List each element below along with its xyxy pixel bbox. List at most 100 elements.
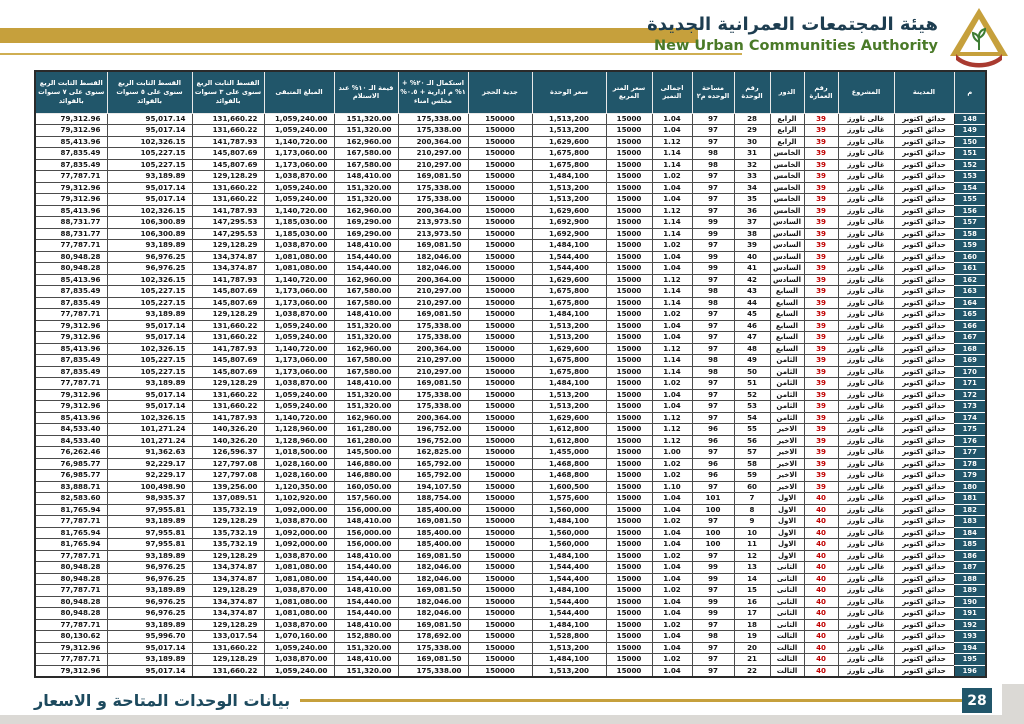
cell: 17 [733, 607, 771, 620]
cell: 1,173,060.00 [263, 147, 335, 160]
cell: 1,092,000.00 [263, 503, 335, 516]
table-row: 162 حدائق اكتوبر غالى تاورز 39 السادس 42 97 1.1… [34, 273, 987, 286]
cell: 1.14 [651, 296, 693, 309]
header-gold-bar [0, 28, 698, 43]
cell: 40 [803, 630, 839, 643]
cell: غالى تاورز [837, 112, 895, 125]
cell: 29 [733, 124, 771, 137]
cell: 80,948.28 [34, 561, 108, 574]
cell: 97 [691, 480, 735, 493]
cell: 28 [733, 112, 771, 125]
cell: 150000 [467, 457, 533, 470]
cell: حدائق اكتوبر [893, 285, 955, 298]
cell: الاول [769, 549, 805, 562]
cell: 15000 [605, 365, 653, 378]
cell: 186 [953, 549, 987, 562]
cell: 105,227.15 [106, 354, 193, 367]
cell: 1.04 [651, 607, 693, 620]
cell: حدائق اكتوبر [893, 653, 955, 666]
cell: 97 [691, 400, 735, 413]
cell: 39 [803, 124, 839, 137]
cell: حدائق اكتوبر [893, 411, 955, 424]
cell: 80,948.28 [34, 572, 108, 585]
cell: 169,081.50 [397, 653, 469, 666]
cell: 1.12 [651, 204, 693, 217]
cell: 182,046.00 [397, 607, 469, 620]
cell: 1,544,400 [531, 572, 607, 585]
cell: 200,364.00 [397, 411, 469, 424]
cell: 127,797.08 [191, 469, 265, 482]
cell: 210,297.00 [397, 147, 469, 160]
cell: 81,765.94 [34, 526, 108, 539]
cell: 1,140,720.00 [263, 135, 335, 148]
cell: 96 [691, 469, 735, 482]
cell: 181 [953, 492, 987, 505]
cell: 150000 [467, 549, 533, 562]
cell: 1,173,060.00 [263, 354, 335, 367]
cell: 150000 [467, 584, 533, 597]
cell: السادس [769, 239, 805, 252]
cell: غالى تاورز [837, 135, 895, 148]
cell: 39 [803, 170, 839, 183]
cell: 15000 [605, 653, 653, 666]
cell: 101,271.24 [106, 423, 193, 436]
cell: 137,089.51 [191, 492, 265, 505]
table-row: 153 حدائق اكتوبر غالى تاورز 39 الخامس 33 97 1.0… [34, 170, 987, 183]
cell: 101,271.24 [106, 434, 193, 447]
cell: 150 [953, 135, 987, 148]
cell: 151,320.00 [333, 400, 399, 413]
cell: 150000 [467, 377, 533, 390]
cell: التانى [769, 618, 805, 631]
cell: 149 [953, 124, 987, 137]
table-row: 148 حدائق اكتوبر غالى تاورز 39 الرابع 28 97 1.0… [34, 112, 987, 125]
cell: 162,960.00 [333, 135, 399, 148]
cell: 135,732.19 [191, 503, 265, 516]
cell: 195 [953, 653, 987, 666]
cell: حدائق اكتوبر [893, 331, 955, 344]
cell: 1,173,060.00 [263, 158, 335, 171]
cell: 39 [803, 285, 839, 298]
cell: 167,580.00 [333, 365, 399, 378]
cell: 148,410.00 [333, 549, 399, 562]
cell: 15000 [605, 216, 653, 229]
cell: حدائق اكتوبر [893, 388, 955, 401]
cell: 161,280.00 [333, 423, 399, 436]
table-row: 176 حدائق اكتوبر غالى تاورز 39 الاخير 56 96 1.1… [34, 434, 987, 447]
cell: الاخير [769, 446, 805, 459]
cell: 30 [733, 135, 771, 148]
cell: 146,880.00 [333, 457, 399, 470]
cell: 40 [803, 584, 839, 597]
cell: 39 [803, 158, 839, 171]
cell: 193 [953, 630, 987, 643]
table-row: 178 حدائق اكتوبر غالى تاورز 39 الاخير 58 96 1.0… [34, 457, 987, 470]
cell: 79,312.96 [34, 181, 108, 194]
cell: 99 [691, 262, 735, 275]
cell: غالى تاورز [837, 526, 895, 539]
cell: 87,835.49 [34, 365, 108, 378]
cell: 95,017.14 [106, 112, 193, 125]
cell: الثامن [769, 365, 805, 378]
cell: 150000 [467, 365, 533, 378]
cell: 80,130.62 [34, 630, 108, 643]
cell: 141,787.93 [191, 342, 265, 355]
cell: 39 [803, 262, 839, 275]
cell: 1,070,160.00 [263, 630, 335, 643]
cell: غالى تاورز [837, 342, 895, 355]
cell: 1.04 [651, 572, 693, 585]
cell: 102,326.15 [106, 411, 193, 424]
cell: 141,787.93 [191, 204, 265, 217]
table-row: 193 حدائق اكتوبر غالى تاورز 40 التالت 19 98 1.0… [34, 630, 987, 643]
cell: غالى تاورز [837, 319, 895, 332]
cell: 56 [733, 434, 771, 447]
cell: 175,338.00 [397, 400, 469, 413]
cell: حدائق اكتوبر [893, 503, 955, 516]
table-row: 170 حدائق اكتوبر غالى تاورز 39 الثامن 50 98 1.1… [34, 365, 987, 378]
cell: 15000 [605, 147, 653, 160]
cell: 1,560,000 [531, 503, 607, 516]
org-name-arabic: هيئة المجتمعات العمرانية الجديدة [647, 14, 938, 35]
cell: 15000 [605, 112, 653, 125]
cell: 1,513,200 [531, 181, 607, 194]
cell: 15000 [605, 124, 653, 137]
cell: 15000 [605, 354, 653, 367]
cell: 1,484,100 [531, 653, 607, 666]
